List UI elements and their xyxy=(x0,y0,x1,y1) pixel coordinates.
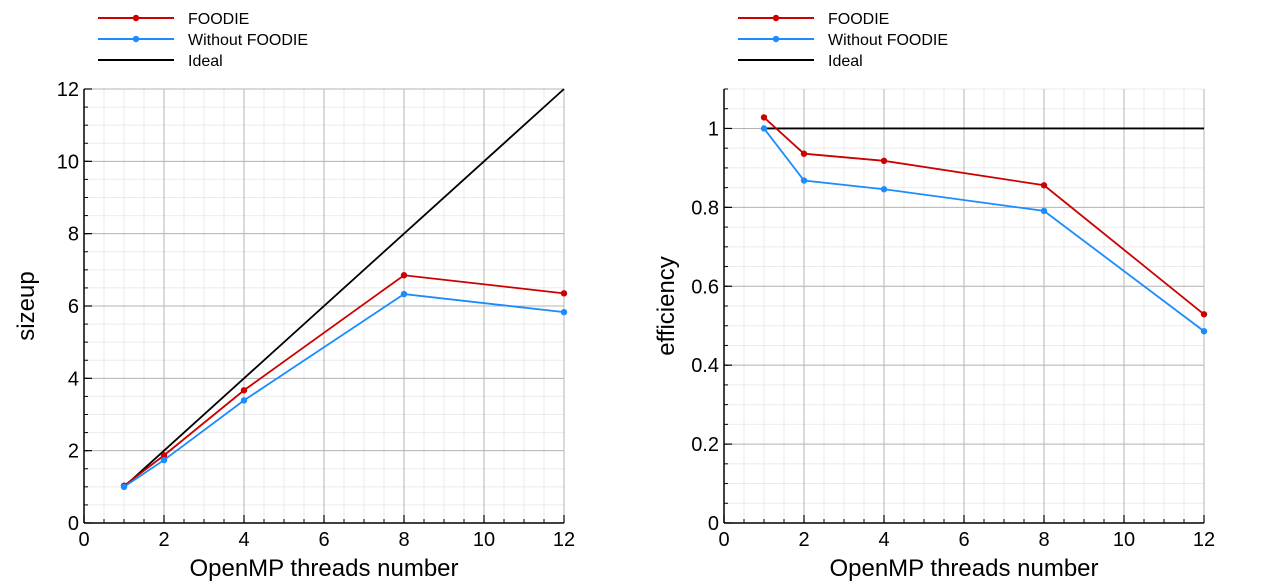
x-axis-label: OpenMP threads number xyxy=(829,555,1098,582)
y-tick-label: 0 xyxy=(68,513,79,535)
data-point-foodie xyxy=(400,272,408,279)
data-point-without-foodie xyxy=(160,456,168,464)
legend-label-ideal: Ideal xyxy=(188,53,223,70)
y-axis-label: sizeup xyxy=(13,271,40,340)
y-tick-label: 4 xyxy=(68,368,79,390)
data-point-foodie xyxy=(880,157,888,165)
x-tick-label: 0 xyxy=(78,529,89,551)
x-tick-label: 2 xyxy=(798,529,809,551)
y-tick-label: 0.8 xyxy=(691,197,719,219)
data-point-without-foodie xyxy=(800,177,808,184)
data-point-without-foodie xyxy=(760,125,768,132)
legend-marker-without-foodie xyxy=(132,35,140,43)
legend-marker-foodie xyxy=(772,14,780,22)
data-point-without-foodie xyxy=(240,397,248,404)
series-line-ideal xyxy=(123,88,565,488)
y-tick-label: 0.6 xyxy=(691,276,719,298)
legend-label-ideal: Ideal xyxy=(828,53,863,70)
legend-marker-foodie xyxy=(132,14,140,22)
data-point-foodie xyxy=(240,387,248,394)
y-axis-label: efficiency xyxy=(653,256,680,356)
y-tick-label: 0.2 xyxy=(691,434,719,456)
sizeup-chart: 0 2 4 6 8 10 12 0 2 4 6 8 10 12 OpenMP threads number s… xyxy=(13,11,575,582)
efficiency-chart: 0 2 4 6 8 10 12 0 0.2 0.4 0.6 0.8 1 OpenMP threads nu… xyxy=(640,0,1280,588)
y-tick-label: 0 xyxy=(708,513,719,535)
x-tick-label: 10 xyxy=(473,529,495,551)
data-point-without-foodie xyxy=(560,308,568,316)
x-tick-label: 12 xyxy=(1193,529,1215,551)
x-axis-label: OpenMP threads number xyxy=(189,555,458,582)
data-point-without-foodie xyxy=(1200,328,1208,335)
x-tick-label: 2 xyxy=(158,529,169,551)
y-tick-label: 12 xyxy=(57,79,79,101)
data-point-foodie xyxy=(760,114,768,121)
data-point-foodie xyxy=(1200,311,1208,318)
legend-marker-without-foodie xyxy=(772,35,780,43)
y-tick-label: 6 xyxy=(68,296,79,318)
legend-label-foodie: FOODIE xyxy=(828,11,889,28)
x-tick-label: 8 xyxy=(398,529,409,551)
data-point-foodie xyxy=(160,452,168,459)
x-tick-label: 8 xyxy=(1038,529,1049,551)
data-point-foodie xyxy=(560,290,568,297)
data-point-foodie xyxy=(1040,182,1048,189)
data-point-without-foodie xyxy=(880,186,888,193)
y-tick-label: 1 xyxy=(708,118,719,140)
x-tick-label: 4 xyxy=(878,529,889,551)
x-tick-label: 10 xyxy=(1113,529,1135,551)
x-tick-label: 0 xyxy=(718,529,729,551)
x-tick-label: 12 xyxy=(553,529,575,551)
data-point-without-foodie xyxy=(120,483,128,491)
legend-label-foodie: FOODIE xyxy=(188,11,249,28)
efficiency-chart-svg: 0 2 4 6 8 10 12 0 0.2 0.4 0.6 0.8 1 OpenMP threads nu… xyxy=(653,11,1215,582)
sizeup-chart-svg: 0 2 4 6 8 10 12 0 2 4 6 8 10 12 OpenMP threads number s… xyxy=(13,11,575,582)
legend-label-without-foodie: Without FOODIE xyxy=(188,32,308,49)
data-point-without-foodie xyxy=(1040,207,1048,215)
y-tick-label: 0.4 xyxy=(691,355,719,377)
x-tick-label: 6 xyxy=(958,529,969,551)
x-tick-label: 4 xyxy=(238,529,249,551)
y-tick-label: 2 xyxy=(68,441,79,463)
x-tick-label: 6 xyxy=(318,529,329,551)
data-point-foodie xyxy=(800,150,808,157)
data-point-without-foodie xyxy=(400,290,408,298)
legend-label-without-foodie: Without FOODIE xyxy=(828,32,948,49)
y-tick-label: 8 xyxy=(68,224,79,246)
y-tick-label: 10 xyxy=(57,151,79,173)
